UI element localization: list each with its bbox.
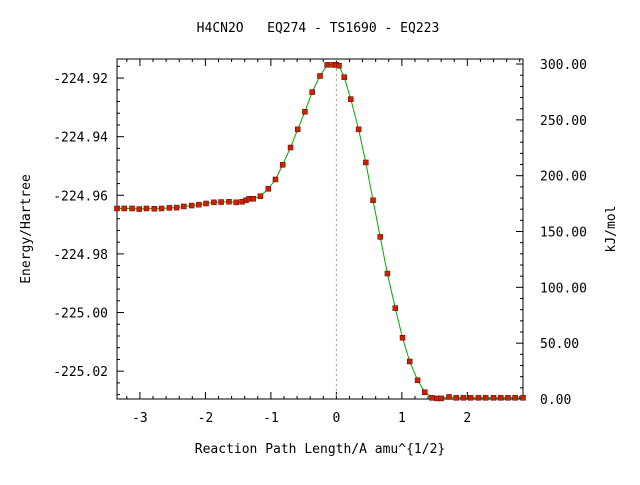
data-point xyxy=(250,196,256,202)
data-point xyxy=(482,395,489,401)
data-point xyxy=(324,62,330,68)
y-axis-label: Energy/Hartree xyxy=(19,174,34,284)
data-point xyxy=(475,395,482,401)
x-tick-label: 1 xyxy=(398,411,406,426)
data-point xyxy=(406,358,413,365)
data-point xyxy=(279,162,286,168)
data-point xyxy=(438,395,444,402)
data-point xyxy=(181,203,187,210)
data-point xyxy=(114,205,120,212)
data-point xyxy=(136,206,143,212)
data-point xyxy=(143,205,150,212)
y-tick-label: -224.92 xyxy=(53,72,108,87)
data-point xyxy=(341,74,347,80)
x-tick-label: 2 xyxy=(463,411,471,426)
y2-tick-label: 100.00 xyxy=(540,281,587,296)
data-point xyxy=(121,205,127,212)
data-point xyxy=(151,206,158,212)
data-point xyxy=(196,201,202,208)
data-point xyxy=(467,395,474,401)
data-point xyxy=(233,199,239,206)
data-point xyxy=(422,389,428,396)
y2-tick-label: 150.00 xyxy=(540,226,587,241)
y2-tick-label: 200.00 xyxy=(540,170,587,185)
y-tick-label: -225.00 xyxy=(53,307,108,322)
data-point xyxy=(490,395,497,401)
data-point xyxy=(370,197,376,204)
y-tick-label: -225.02 xyxy=(53,365,108,380)
x-tick-label: -1 xyxy=(263,411,279,426)
data-point xyxy=(512,395,518,401)
data-point xyxy=(336,62,342,69)
y-tick-label: -224.96 xyxy=(53,189,108,204)
data-point xyxy=(399,334,406,341)
data-point xyxy=(309,89,315,95)
data-point xyxy=(173,204,180,211)
data-point xyxy=(384,270,391,277)
data-point xyxy=(377,234,383,240)
plot-area: -3 -2 -1 0 1 2 -224.92 -224.94 -224.96 -224.98 -22… xyxy=(53,58,587,426)
y2-tick-label: 50.00 xyxy=(540,337,579,352)
y2-tick-label: 300.00 xyxy=(540,58,587,73)
data-point xyxy=(287,144,294,151)
data-point xyxy=(505,395,511,401)
data-point xyxy=(453,395,459,401)
data-point xyxy=(294,126,301,133)
data-point xyxy=(363,159,369,166)
data-point xyxy=(414,377,421,383)
data-point xyxy=(265,186,272,192)
data-point xyxy=(460,395,467,401)
data-point xyxy=(188,202,195,209)
x-tick-label: -2 xyxy=(198,411,214,426)
x-axis-label: Reaction Path Length/A amu^{1/2} xyxy=(195,442,445,457)
data-point xyxy=(211,199,217,206)
data-point xyxy=(392,305,399,311)
data-point xyxy=(257,193,264,199)
y2-axis-label: kJ/mol xyxy=(604,206,619,253)
data-point xyxy=(355,126,362,133)
data-point xyxy=(218,199,224,205)
x-tick-label: -3 xyxy=(132,411,148,426)
data-point xyxy=(166,205,173,211)
energy-series-line xyxy=(117,64,523,399)
data-point xyxy=(203,200,209,207)
data-point xyxy=(129,205,135,212)
data-point xyxy=(226,198,232,205)
chart-title: H4CN2O EQ274 - TS1690 - EQ223 xyxy=(197,21,440,36)
data-point xyxy=(429,395,435,401)
x-tick-label: 0 xyxy=(332,411,340,426)
data-point xyxy=(317,73,323,79)
data-point xyxy=(446,394,452,400)
data-point xyxy=(348,96,354,102)
data-point xyxy=(272,176,279,183)
y2-tick-label: 250.00 xyxy=(540,114,587,129)
data-point xyxy=(520,395,526,401)
y-tick-label: -224.94 xyxy=(53,131,108,146)
data-point xyxy=(302,109,308,115)
plot-frame xyxy=(116,58,524,400)
data-point xyxy=(497,395,504,401)
data-point xyxy=(158,205,165,212)
y2-tick-label: 0.00 xyxy=(540,393,571,408)
y-tick-label: -224.98 xyxy=(53,248,108,263)
